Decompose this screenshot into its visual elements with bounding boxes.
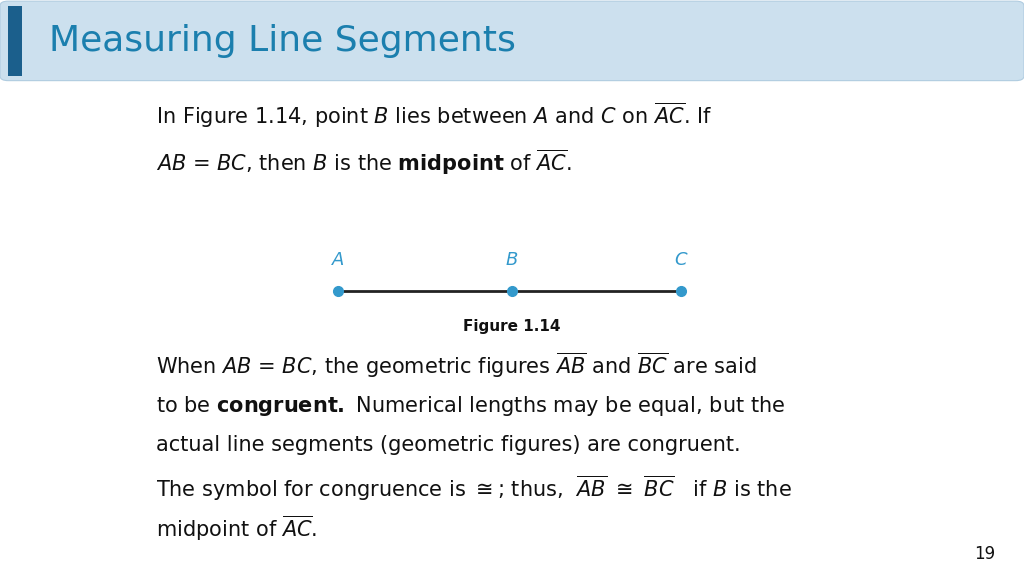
Text: C: C xyxy=(675,251,687,269)
Text: to be $\bf{congruent.}$ Numerical lengths may be equal, but the: to be $\bf{congruent.}$ Numerical length… xyxy=(156,394,785,418)
Bar xyxy=(8,6,22,76)
Text: midpoint of $\overline{AC}$.: midpoint of $\overline{AC}$. xyxy=(156,514,316,543)
Text: 19: 19 xyxy=(974,545,995,563)
Text: actual line segments (geometric figures) are congruent.: actual line segments (geometric figures)… xyxy=(156,435,740,454)
Text: $\it{AB}$ = $\it{BC}$, then $\it{B}$ is the $\bf{midpoint}$ of $\overline{AC}$.: $\it{AB}$ = $\it{BC}$, then $\it{B}$ is … xyxy=(156,148,571,177)
Text: Measuring Line Segments: Measuring Line Segments xyxy=(49,24,516,58)
Text: B: B xyxy=(506,251,518,269)
Text: A: A xyxy=(332,251,344,269)
Text: Figure 1.14: Figure 1.14 xyxy=(463,319,561,334)
Text: In Figure 1.14, point $\it{B}$ lies between $\it{A}$ and $\it{C}$ on $\overline{: In Figure 1.14, point $\it{B}$ lies betw… xyxy=(156,101,712,130)
FancyBboxPatch shape xyxy=(0,1,1024,81)
Text: The symbol for congruence is $\cong$; thus,  $\overline{AB}$ $\cong$ $\overline{: The symbol for congruence is $\cong$; th… xyxy=(156,474,792,503)
Text: When $\it{AB}$ = $\it{BC}$, the geometric figures $\overline{AB}$ and $\overline: When $\it{AB}$ = $\it{BC}$, the geometri… xyxy=(156,351,757,380)
